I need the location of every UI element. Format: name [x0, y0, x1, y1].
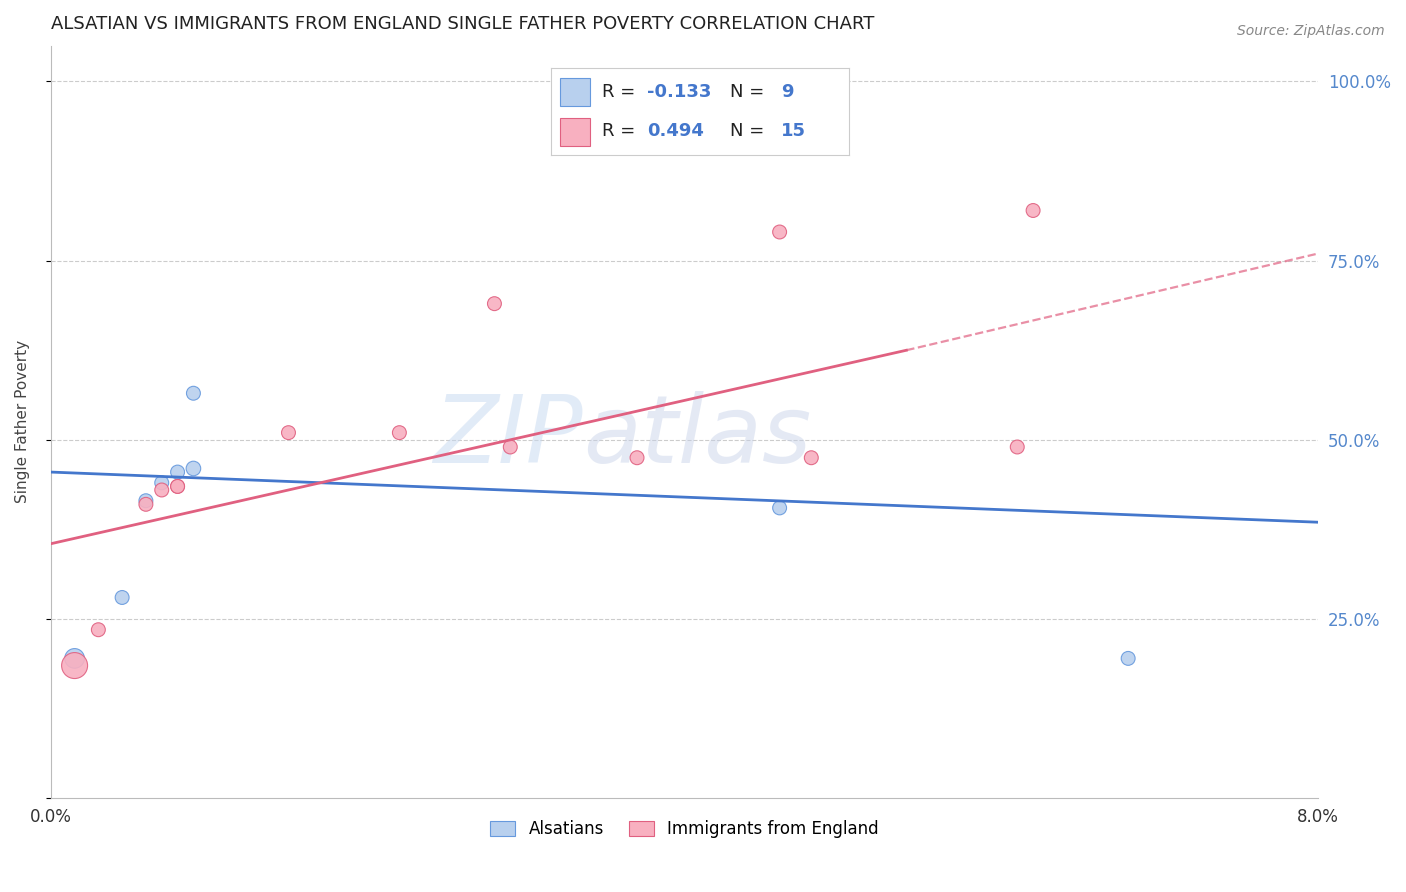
Point	[63, 658, 86, 673]
Point	[135, 493, 157, 508]
Text: atlas: atlas	[583, 392, 811, 483]
Text: ALSATIAN VS IMMIGRANTS FROM ENGLAND SINGLE FATHER POVERTY CORRELATION CHART: ALSATIAN VS IMMIGRANTS FROM ENGLAND SING…	[51, 15, 875, 33]
Point	[166, 479, 188, 493]
Text: ZIP: ZIP	[433, 392, 583, 483]
Point	[768, 225, 790, 239]
Legend: Alsatians, Immigrants from England: Alsatians, Immigrants from England	[482, 812, 887, 847]
Point	[388, 425, 411, 440]
Point	[183, 386, 205, 401]
Point	[626, 450, 648, 465]
Point	[63, 651, 86, 665]
Point	[166, 479, 188, 493]
Text: Source: ZipAtlas.com: Source: ZipAtlas.com	[1237, 24, 1385, 38]
Point	[499, 440, 522, 454]
Point	[135, 497, 157, 511]
Point	[166, 465, 188, 479]
Point	[1116, 651, 1139, 665]
Y-axis label: Single Father Poverty: Single Father Poverty	[15, 341, 30, 503]
Point	[111, 591, 134, 605]
Point	[1022, 203, 1045, 218]
Point	[87, 623, 110, 637]
Point	[183, 461, 205, 475]
Point	[150, 483, 173, 497]
Point	[150, 475, 173, 490]
Point	[484, 296, 506, 310]
Point	[277, 425, 299, 440]
Point	[768, 500, 790, 515]
Point	[1007, 440, 1029, 454]
Point	[800, 450, 823, 465]
